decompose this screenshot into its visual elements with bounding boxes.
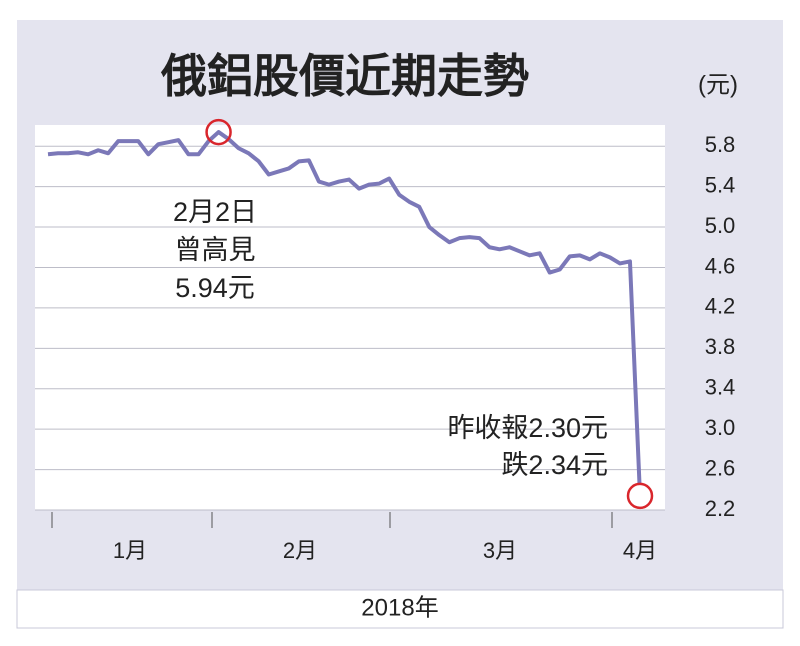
y-tick-label: 3.4 bbox=[705, 375, 736, 400]
x-tick-label: 4月 bbox=[623, 538, 657, 563]
x-tick-label: 2月 bbox=[283, 538, 317, 563]
y-tick-label: 5.4 bbox=[705, 172, 736, 197]
x-tick-label: 1月 bbox=[113, 538, 147, 563]
y-tick-label: 2.6 bbox=[705, 455, 736, 480]
y-tick-label: 5.8 bbox=[705, 132, 736, 157]
price-line bbox=[47, 130, 642, 496]
y-tick-label: 4.2 bbox=[705, 294, 736, 319]
footer-band bbox=[16, 589, 784, 629]
high-marker bbox=[205, 118, 232, 146]
high-annotation: 5.94元 bbox=[175, 273, 255, 303]
y-tick-label: 5.0 bbox=[705, 213, 736, 238]
x-axis-label: 2018年 bbox=[361, 594, 438, 621]
y-axis-label: (元) bbox=[698, 71, 738, 98]
y-tick-label: 3.8 bbox=[705, 334, 736, 359]
close-annotation: 跌2.34元 bbox=[501, 450, 608, 480]
month-dividers bbox=[51, 512, 613, 528]
y-tick-label: 3.0 bbox=[705, 415, 736, 440]
y-tick-label: 2.2 bbox=[705, 496, 736, 521]
chart-title: 俄鋁股價近期走勢 bbox=[160, 49, 529, 103]
high-annotation: 曾高見 bbox=[175, 235, 256, 265]
close-annotation: 昨收報2.30元 bbox=[447, 413, 608, 443]
x-tick-label: 3月 bbox=[483, 538, 517, 563]
y-tick-label: 4.6 bbox=[705, 253, 736, 278]
close-marker bbox=[626, 482, 654, 510]
plot-area bbox=[35, 125, 665, 510]
high-annotation: 2月2日 bbox=[173, 197, 257, 227]
